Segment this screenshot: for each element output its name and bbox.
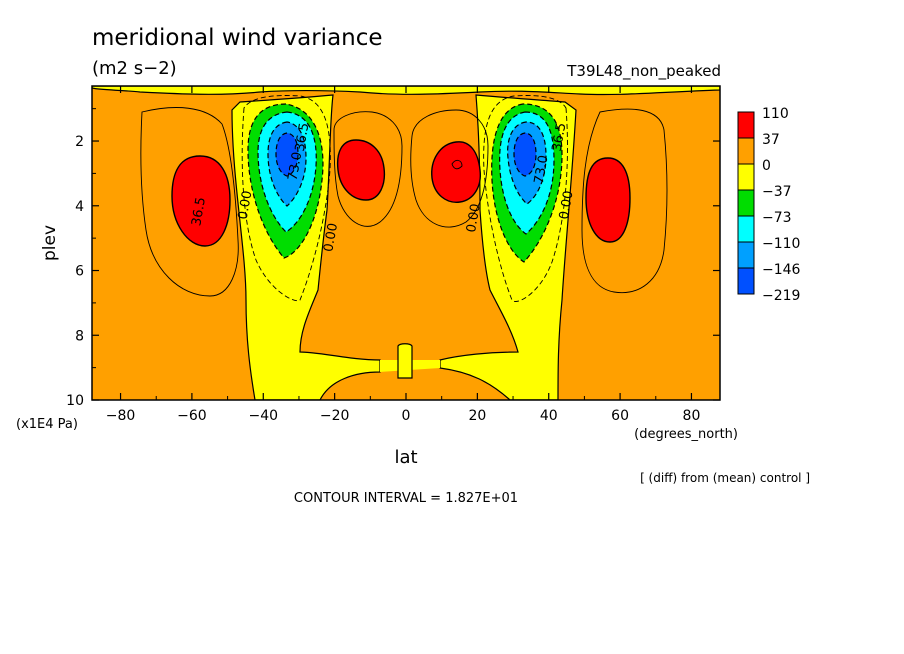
contour-lines — [140, 95, 668, 302]
color-legend: 110 37 0 −37 −73 −110 −146 −219 — [737, 106, 801, 304]
contour-center-left — [333, 111, 403, 227]
legend-level-label: 0 — [762, 158, 771, 174]
contour-label: 0.00 — [236, 190, 256, 221]
max-right-outer — [585, 157, 631, 243]
x-tick-label: 20 — [468, 408, 486, 424]
center-small-region — [397, 343, 413, 379]
x-tick-label: 40 — [540, 408, 558, 424]
contour-dashed-left — [241, 95, 331, 302]
x-tick-label: −80 — [106, 408, 136, 424]
legend-level-label: −110 — [762, 236, 800, 252]
legend-swatch — [737, 215, 755, 243]
y-tick-label: 10 — [66, 393, 84, 409]
legend-level-label: −146 — [762, 262, 801, 278]
contour-label: 73.0 — [532, 154, 552, 185]
contour-label: 0.00 — [464, 203, 484, 234]
legend-level-label: 37 — [762, 132, 780, 148]
experiment-label: T39L48_non_peaked — [566, 62, 721, 81]
y-tick-label: 4 — [75, 199, 84, 215]
contour-label: 0.00 — [557, 190, 577, 221]
y-tick-label: 8 — [75, 328, 84, 344]
contour-label: 0.00 — [321, 222, 341, 253]
legend-swatch — [737, 111, 755, 139]
chart-title: meridional wind variance — [92, 25, 383, 51]
y-axis: 2 4 6 8 10 — [66, 108, 720, 409]
legend-level-label: 110 — [762, 106, 789, 122]
contour-left-outer — [140, 107, 239, 297]
legend-level-label: −219 — [762, 288, 800, 304]
contour-center-right — [410, 109, 489, 228]
legend-swatch — [737, 137, 755, 165]
y-axis-title: plev — [40, 225, 60, 261]
x-axis-title: lat — [394, 447, 417, 468]
legend-level-label: −73 — [762, 210, 792, 226]
y-axis-units: (x1E4 Pa) — [16, 417, 78, 432]
x-tick-label: −20 — [320, 408, 350, 424]
contour-right-outer — [581, 108, 668, 294]
y-tick-label: 2 — [75, 134, 84, 150]
contour-label: 36.5 — [550, 122, 570, 153]
contour-label: 73.0 — [286, 151, 306, 182]
contour-interval: CONTOUR INTERVAL = 1.827E+01 — [294, 491, 518, 506]
legend-swatch — [737, 267, 755, 295]
max-center-right — [431, 141, 481, 203]
lobe-right-219 — [513, 132, 537, 177]
diff-note: [ (diff) from (mean) control ] — [640, 471, 810, 485]
x-tick-label: −60 — [177, 408, 207, 424]
legend-level-label: −37 — [762, 184, 792, 200]
x-tick-label: 80 — [683, 408, 701, 424]
lobe-left-219 — [275, 132, 299, 177]
contour-center-small — [451, 159, 463, 170]
x-axis-units: (degrees_north) — [634, 427, 738, 442]
x-axis: −80 −60 −40 −20 0 20 40 60 80 — [106, 86, 701, 424]
negative-lobe-left — [247, 103, 324, 259]
x-tick-label: −40 — [248, 408, 278, 424]
x-tick-label: 60 — [611, 408, 629, 424]
positive-maxima — [171, 139, 631, 247]
contour-label: 36.5 — [189, 196, 209, 227]
legend-swatch — [737, 241, 755, 269]
contour-dashed-right — [483, 95, 568, 302]
negative-lobe-right — [491, 103, 563, 263]
y-tick-label: 6 — [75, 264, 84, 280]
contour-label: 36.5 — [293, 122, 313, 153]
max-left-outer — [171, 155, 231, 247]
chart-units: (m2 s−2) — [92, 58, 177, 79]
x-tick-label: 0 — [402, 408, 411, 424]
max-center-left — [336, 139, 386, 201]
legend-swatch — [737, 163, 755, 191]
legend-swatch — [737, 189, 755, 217]
